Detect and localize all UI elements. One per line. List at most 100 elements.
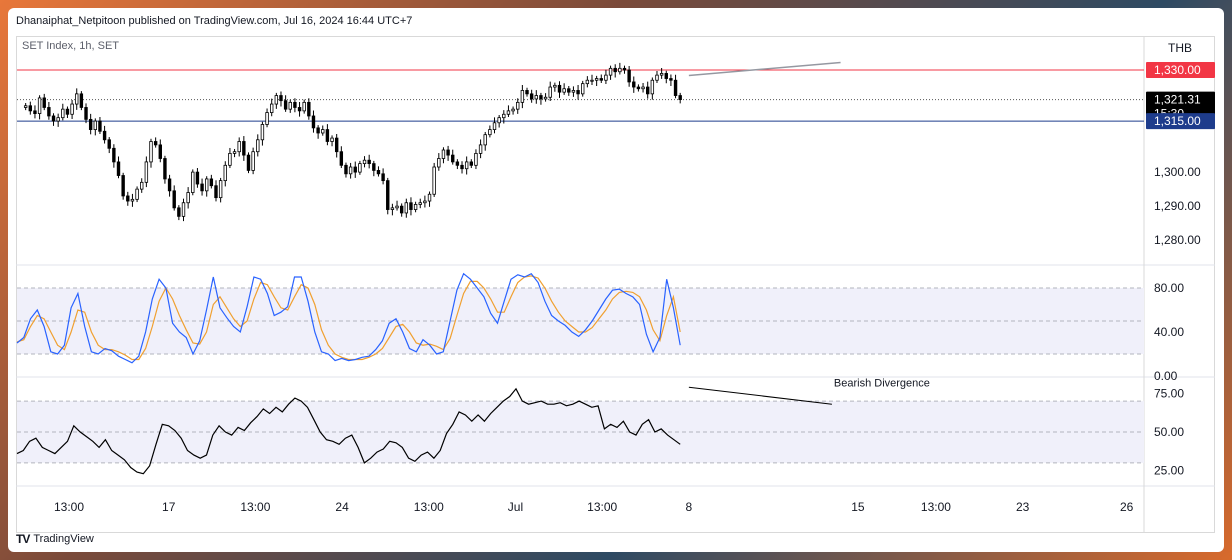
candle-body[interactable]: [636, 86, 641, 90]
candle-body[interactable]: [325, 129, 330, 142]
candle-body[interactable]: [483, 134, 487, 146]
candle-body[interactable]: [451, 154, 455, 163]
candle-body[interactable]: [474, 153, 478, 166]
candle-body[interactable]: [112, 147, 116, 163]
candle-body[interactable]: [529, 93, 534, 100]
candle-body[interactable]: [464, 161, 469, 170]
candle-body[interactable]: [520, 90, 525, 103]
candle-body[interactable]: [51, 115, 56, 122]
candle-body[interactable]: [344, 164, 348, 175]
candle-body[interactable]: [478, 144, 483, 154]
candle-body[interactable]: [627, 69, 631, 83]
candle-body[interactable]: [585, 79, 590, 85]
candle-body[interactable]: [511, 108, 515, 112]
candle-body[interactable]: [618, 67, 622, 73]
candle-body[interactable]: [362, 159, 367, 165]
candle-body[interactable]: [172, 190, 176, 209]
candle-body[interactable]: [42, 97, 46, 108]
candle-body[interactable]: [334, 137, 339, 153]
candle-body[interactable]: [571, 90, 576, 93]
candle-body[interactable]: [567, 88, 571, 93]
candle-body[interactable]: [167, 178, 172, 192]
candle-body[interactable]: [427, 193, 432, 202]
candle-body[interactable]: [330, 137, 334, 142]
candle-body[interactable]: [265, 112, 269, 125]
candle-body[interactable]: [130, 198, 135, 202]
candle-body[interactable]: [673, 79, 678, 96]
candle-body[interactable]: [65, 108, 70, 115]
candle-body[interactable]: [246, 154, 251, 171]
candle-body[interactable]: [353, 166, 357, 173]
candle-body[interactable]: [646, 86, 650, 95]
candle-body[interactable]: [460, 164, 464, 170]
candle-body[interactable]: [116, 161, 121, 176]
candle-body[interactable]: [251, 151, 255, 171]
candle-body[interactable]: [404, 202, 409, 214]
candle-body[interactable]: [659, 73, 664, 76]
candle-body[interactable]: [56, 117, 60, 122]
candle-body[interactable]: [506, 110, 511, 115]
candle-body[interactable]: [288, 101, 292, 110]
candle-body[interactable]: [269, 103, 274, 113]
candle-body[interactable]: [279, 95, 283, 102]
rsi-line[interactable]: [16, 387, 681, 475]
candle-body[interactable]: [88, 118, 93, 130]
candle-body[interactable]: [604, 74, 608, 81]
chart-canvas[interactable]: THB SET Index, 1h, SET 1,300.00 1,290.00 1,2…: [8, 8, 1224, 552]
candle-body[interactable]: [84, 107, 88, 120]
candle-body[interactable]: [395, 205, 399, 209]
candle-body[interactable]: [502, 113, 506, 119]
stochastic-k-line[interactable]: [16, 272, 681, 364]
candle-body[interactable]: [311, 115, 316, 129]
candle-body[interactable]: [557, 84, 562, 93]
candle-body[interactable]: [23, 105, 28, 108]
candle-body[interactable]: [367, 159, 371, 165]
candle-body[interactable]: [205, 178, 209, 192]
candle-body[interactable]: [70, 103, 74, 115]
candle-body[interactable]: [488, 129, 492, 136]
candle-body[interactable]: [177, 207, 181, 217]
candle-body[interactable]: [228, 153, 232, 166]
candle-body[interactable]: [548, 86, 552, 98]
candle-body[interactable]: [576, 90, 580, 95]
candle-body[interactable]: [455, 161, 460, 166]
candle-body[interactable]: [608, 67, 613, 76]
candle-body[interactable]: [75, 93, 79, 105]
candle-body[interactable]: [492, 122, 497, 130]
candle-body[interactable]: [441, 149, 446, 159]
candle-body[interactable]: [307, 101, 311, 117]
price-trendline[interactable]: [688, 61, 841, 77]
candle-body[interactable]: [316, 127, 320, 134]
candle-body[interactable]: [274, 95, 279, 105]
candle-body[interactable]: [446, 149, 450, 156]
candle-body[interactable]: [650, 79, 655, 95]
candle-body[interactable]: [622, 67, 627, 71]
candle-body[interactable]: [186, 192, 190, 204]
candle-body[interactable]: [613, 67, 617, 73]
candle-body[interactable]: [381, 173, 385, 182]
candle-body[interactable]: [163, 158, 167, 180]
candle-body[interactable]: [348, 166, 353, 175]
candle-body[interactable]: [260, 124, 265, 141]
candle-body[interactable]: [590, 79, 594, 82]
candle-body[interactable]: [242, 141, 246, 156]
tradingview-logo[interactable]: TV TradingView: [16, 532, 94, 546]
candle-body[interactable]: [79, 93, 84, 108]
candle-body[interactable]: [200, 183, 204, 192]
candle-body[interactable]: [140, 181, 144, 190]
candle-body[interactable]: [61, 108, 65, 119]
candle-body[interactable]: [594, 78, 599, 81]
candle-body[interactable]: [655, 74, 659, 81]
candle-body[interactable]: [358, 163, 362, 173]
candle-body[interactable]: [144, 161, 149, 183]
candle-body[interactable]: [437, 158, 441, 168]
candle-body[interactable]: [321, 129, 325, 134]
candle-body[interactable]: [641, 86, 645, 90]
candle-body[interactable]: [399, 205, 404, 214]
candle-body[interactable]: [223, 164, 227, 182]
candle-body[interactable]: [33, 110, 37, 114]
candle-body[interactable]: [214, 185, 218, 199]
candle-body[interactable]: [297, 107, 302, 112]
candle-body[interactable]: [632, 81, 636, 88]
candle-body[interactable]: [209, 178, 214, 187]
